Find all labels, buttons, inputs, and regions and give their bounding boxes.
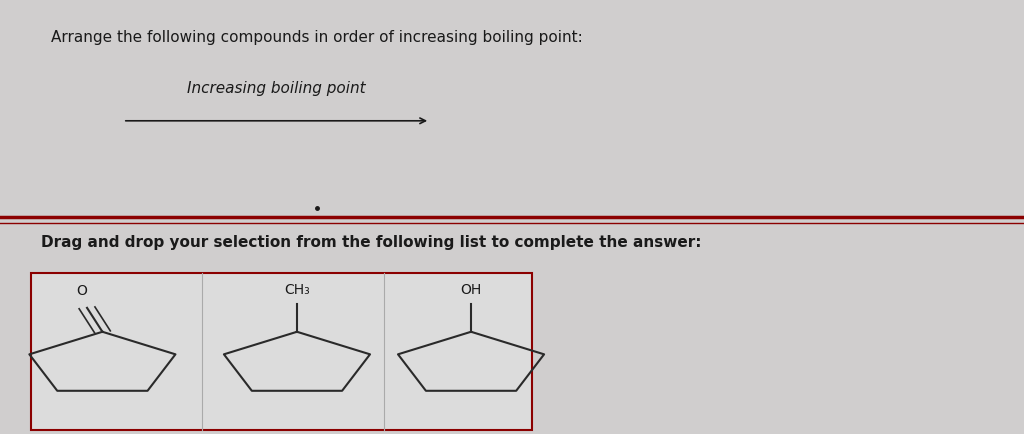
Text: Arrange the following compounds in order of increasing boiling point:: Arrange the following compounds in order… — [51, 30, 583, 45]
Text: Increasing boiling point: Increasing boiling point — [187, 81, 366, 95]
Text: CH₃: CH₃ — [284, 282, 310, 296]
FancyBboxPatch shape — [31, 273, 532, 430]
Text: Drag and drop your selection from the following list to complete the answer:: Drag and drop your selection from the fo… — [41, 234, 701, 249]
Text: OH: OH — [461, 282, 481, 296]
Text: O: O — [77, 283, 87, 297]
